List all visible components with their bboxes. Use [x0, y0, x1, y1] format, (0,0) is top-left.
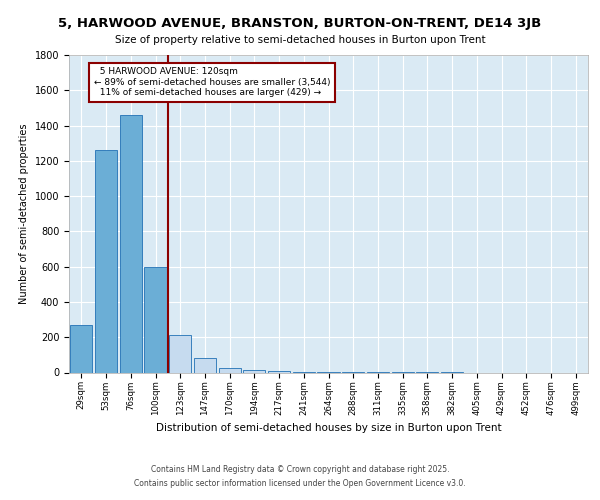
Text: 5 HARWOOD AVENUE: 120sqm
← 89% of semi-detached houses are smaller (3,544)
  11%: 5 HARWOOD AVENUE: 120sqm ← 89% of semi-d… [94, 68, 330, 97]
Text: Size of property relative to semi-detached houses in Burton upon Trent: Size of property relative to semi-detach… [115, 35, 485, 45]
Bar [218, 368, 241, 372]
Y-axis label: Number of semi-detached properties: Number of semi-detached properties [19, 124, 29, 304]
Bar [243, 370, 265, 372]
Bar [145, 266, 167, 372]
Bar [194, 358, 216, 372]
Text: 5, HARWOOD AVENUE, BRANSTON, BURTON-ON-TRENT, DE14 3JB: 5, HARWOOD AVENUE, BRANSTON, BURTON-ON-T… [58, 18, 542, 30]
X-axis label: Distribution of semi-detached houses by size in Burton upon Trent: Distribution of semi-detached houses by … [155, 424, 502, 434]
Text: Contains HM Land Registry data © Crown copyright and database right 2025.
Contai: Contains HM Land Registry data © Crown c… [134, 466, 466, 487]
Bar [95, 150, 117, 372]
Bar [169, 336, 191, 372]
Bar [119, 115, 142, 372]
Bar [70, 325, 92, 372]
